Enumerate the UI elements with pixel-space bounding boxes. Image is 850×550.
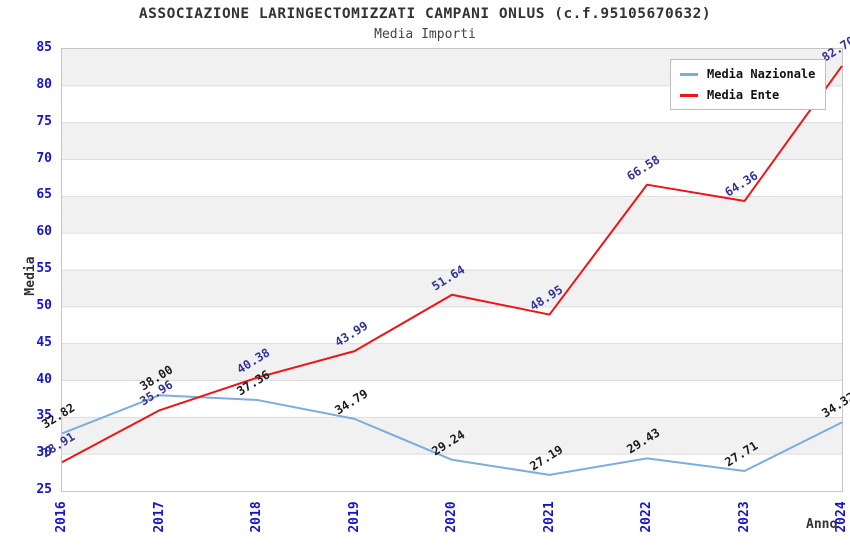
y-tick-label: 25 — [36, 482, 52, 497]
y-tick-label: 60 — [36, 224, 52, 240]
series-line-1 — [61, 65, 843, 464]
legend-item-media-nazionale: Media Nazionale — [680, 67, 815, 81]
y-tick-label: 45 — [36, 334, 52, 350]
y-tick-label: 75 — [36, 113, 52, 129]
y-tick-label: 85 — [36, 40, 52, 55]
x-axis-title: Anno — [806, 517, 838, 532]
x-tick-label: 2021 — [541, 501, 556, 533]
y-tick-label: 55 — [36, 261, 52, 276]
x-tick-label: 2016 — [53, 501, 69, 533]
y-tick-label: 80 — [36, 76, 52, 92]
x-tick-label: 2023 — [736, 501, 751, 533]
y-tick-label: 50 — [36, 297, 52, 313]
series-line-0 — [61, 394, 843, 476]
line-chart-svg — [61, 49, 843, 491]
legend-label-media-ente: Media Ente — [707, 88, 780, 102]
chart-title: ASSOCIAZIONE LARINGECTOMIZZATI CAMPANI O… — [138, 6, 712, 22]
x-tick-label: 2019 — [346, 501, 361, 533]
media-ente-line-swatch-icon — [680, 93, 698, 97]
x-tick-label: 2022 — [638, 501, 654, 533]
x-tick-label: 2020 — [443, 501, 459, 533]
plot-area — [61, 48, 843, 492]
y-tick-label: 30 — [36, 445, 52, 461]
legend-label-media-nazionale: Media Nazionale — [707, 67, 816, 81]
x-tick-label: 2024 — [833, 501, 849, 533]
y-tick-label: 40 — [36, 371, 52, 387]
chart-subtitle: Media Importi — [374, 27, 476, 42]
media-nazionale-line-swatch-icon — [680, 72, 698, 76]
y-tick-label: 70 — [36, 150, 52, 166]
legend-item-media-ente: Media Ente — [680, 88, 815, 102]
x-tick-label: 2017 — [151, 501, 166, 533]
y-tick-label: 65 — [36, 187, 52, 203]
legend: Media Nazionale Media Ente — [670, 59, 827, 110]
x-tick-label: 2018 — [248, 501, 264, 533]
y-tick-label: 35 — [36, 408, 52, 424]
